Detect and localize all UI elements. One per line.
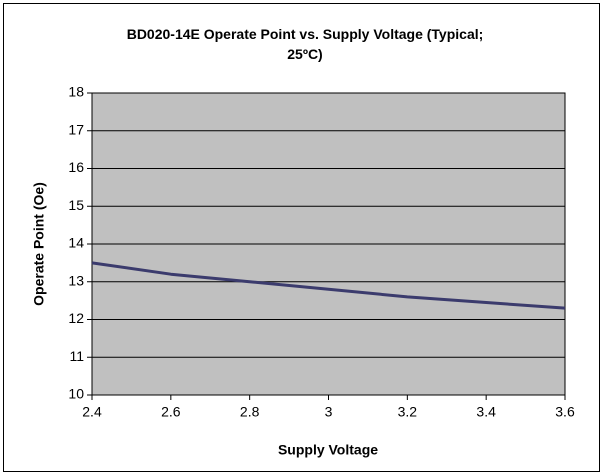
x-tick-label: 2.8 [240, 404, 260, 420]
y-axis-label: Operate Point (Oe) [31, 182, 47, 306]
y-tick-label: 16 [68, 159, 84, 175]
data-line [91, 261, 566, 310]
y-tick-label: 18 [68, 84, 84, 100]
x-tick-label: 3.2 [398, 404, 418, 420]
x-axis-label: Supply Voltage [278, 442, 378, 458]
x-tick-label: 2.6 [161, 404, 181, 420]
y-tick-label: 13 [68, 272, 84, 288]
x-tick-label: 2.4 [82, 404, 102, 420]
x-tick-label: 3.6 [555, 404, 575, 420]
y-tick-label: 15 [68, 197, 84, 213]
x-tick-label: 3 [325, 404, 333, 420]
y-tick-label: 10 [68, 386, 84, 402]
y-tick-label: 17 [68, 121, 84, 137]
y-tick-label: 12 [68, 310, 84, 326]
x-tick-label: 3.4 [476, 404, 496, 420]
chart-title: BD020-14E Operate Point vs. Supply Volta… [126, 26, 484, 62]
y-tick-label: 14 [68, 235, 84, 251]
y-tick-label: 11 [69, 348, 84, 364]
